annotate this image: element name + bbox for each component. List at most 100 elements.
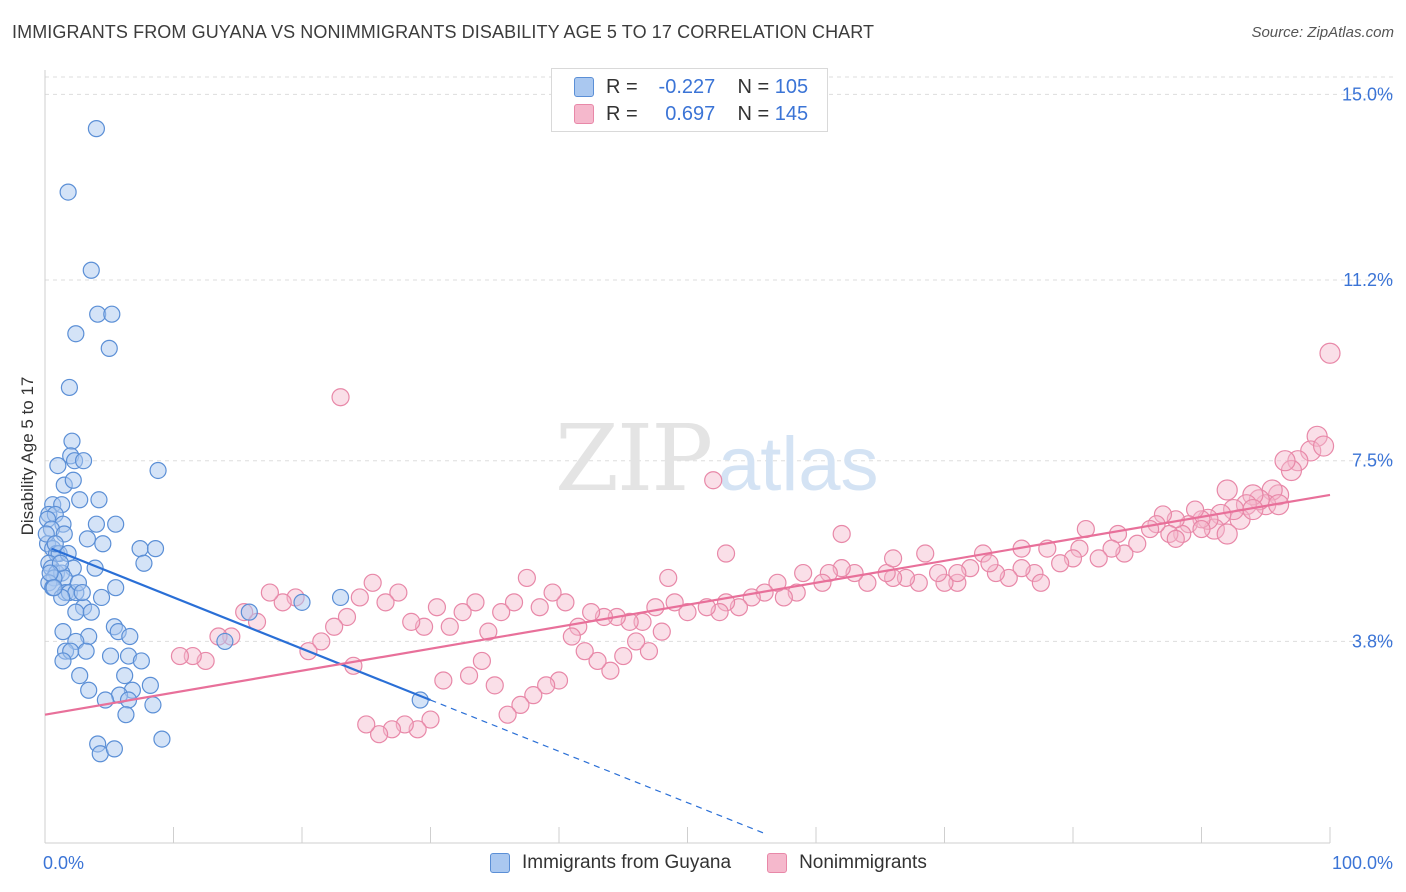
nonimmigrant-point-65	[678, 603, 697, 622]
legend-n-label: N =	[737, 102, 770, 125]
nonimmigrant-point-118	[498, 705, 517, 724]
nonimmigrant-point-78	[517, 568, 536, 588]
y-axis-title: Disability Age 5 to 17	[18, 377, 37, 536]
nonimmigrant-point-30	[1089, 549, 1108, 568]
nonimmigrant-point-73	[582, 603, 601, 622]
nonimmigrant-trend-line	[44, 493, 1331, 716]
watermark-atlas: atlas	[718, 422, 879, 507]
nonimmigrant-point-5	[1274, 450, 1296, 472]
guyana-point-26	[87, 515, 106, 533]
nonimmigrant-point-108	[626, 632, 646, 651]
nonimmigrant-point-133	[832, 524, 851, 544]
guyana-point-66	[101, 647, 120, 665]
nonimmigrant-point-26	[1128, 534, 1147, 553]
nonimmigrant-point-111	[588, 651, 607, 671]
guyana-point-4	[103, 305, 121, 323]
legend-r-label: R =	[606, 102, 638, 125]
guyana-point-7	[60, 378, 79, 397]
watermark-zip: ZIP	[555, 405, 711, 512]
guyana-point-88	[41, 564, 59, 582]
nonimmigrant-point-135	[948, 563, 967, 583]
guyana-point-10	[49, 456, 67, 475]
nonimmigrant-point-76	[543, 583, 562, 602]
guyana-point-49	[107, 579, 125, 597]
guyana-point-65	[77, 642, 95, 660]
guyana-point-29	[94, 535, 112, 553]
guyana-point-74	[80, 681, 98, 699]
nonimmigrant-point-107	[639, 642, 659, 661]
guyana-point-95	[73, 583, 91, 602]
nonimmigrant-point-68	[646, 598, 665, 617]
guyana-point-86	[46, 535, 64, 553]
guyana-point-19	[90, 491, 108, 509]
source-label: Source: ZipAtlas.com	[1251, 24, 1394, 41]
nonimmigrant-point-110	[601, 661, 620, 680]
guyana-point-60	[121, 627, 139, 646]
nonimmigrant-point-140	[1192, 519, 1211, 539]
guyana-point-80	[117, 706, 135, 724]
nonimmigrant-point-117	[511, 695, 530, 715]
guyana-point-54	[293, 593, 311, 611]
nonimmigrant-point-0	[1319, 342, 1341, 364]
nonimmigrant-point-122	[434, 671, 453, 690]
y-tick-label-2: 11.2%	[1343, 270, 1393, 290]
series-legend: Immigrants from Guyana Nonimmigrants	[490, 852, 963, 874]
nonimmigrant-point-55	[794, 563, 813, 583]
legend-r-label: R =	[606, 75, 638, 98]
nonimmigrant-point-84	[440, 617, 459, 636]
legend-n-value: 145	[774, 102, 809, 125]
nonimmigrant-point-94	[312, 632, 331, 651]
nonimmigrant-point-45	[916, 544, 935, 563]
guyana-point-0	[87, 120, 106, 138]
nonimmigrant-point-116	[524, 686, 543, 705]
legend-r-value: -0.227	[658, 75, 716, 98]
watermark: ZIP atlas	[555, 405, 879, 512]
nonimmigrant-point-75	[556, 593, 575, 612]
guyana-point-57	[54, 623, 72, 641]
nonimmigrant-point-91	[350, 588, 369, 607]
nonimmigrant-point-80	[492, 603, 511, 622]
guyana-point-92	[135, 554, 153, 572]
guyana-point-48	[92, 588, 111, 607]
guyana-point-75	[141, 676, 159, 694]
nonimmigrant-point-112	[575, 642, 594, 661]
nonimmigrant-point-32	[1070, 539, 1089, 558]
guyana-trend-extension	[430, 699, 765, 835]
guyana-point-27	[107, 515, 125, 533]
nonimmigrant-point-105	[170, 646, 190, 666]
nonimmigrant-point-42	[948, 573, 967, 592]
nonimmigrant-point-92	[337, 607, 357, 627]
nonimmigrant-point-81	[479, 622, 498, 641]
guyana-point-51	[67, 603, 85, 621]
nonimmigrant-point-29	[1102, 539, 1121, 558]
chart-title: IMMIGRANTS FROM GUYANA VS NONIMMIGRANTS …	[12, 22, 875, 42]
legend-r-value: 0.697	[665, 102, 716, 125]
series-legend-guyana[interactable]: Immigrants from Guyana	[490, 852, 731, 874]
series-legend-nonimmigrants[interactable]: Nonimmigrants	[767, 852, 927, 874]
nonimmigrant-point-90	[363, 573, 382, 592]
guyana-point-15	[64, 471, 82, 489]
nonimmigrant-point-82	[466, 593, 485, 612]
guyana-point-68	[132, 652, 150, 670]
nonimmigrant-point-87	[402, 612, 421, 631]
legend-n-value: 105	[774, 75, 809, 98]
nonimmigrant-point-43	[935, 573, 954, 592]
guyana-point-12	[74, 452, 93, 470]
guyana-point-13	[149, 461, 167, 480]
nonimmigrant-point-104	[183, 646, 202, 666]
nonimmigrant-point-79	[504, 593, 524, 612]
guyana-point-2	[82, 261, 100, 279]
guyana-point-1	[59, 183, 77, 201]
nonimmigrant-point-131	[704, 471, 723, 490]
guyana-point-70	[71, 666, 89, 685]
nonimmigrant-point-89	[376, 593, 395, 612]
series-label-guyana: Immigrants from Guyana	[522, 852, 732, 873]
nonimmigrant-point-139	[1166, 529, 1185, 548]
nonimmigrant-point-58	[768, 573, 787, 592]
legend-n-label: N =	[737, 75, 770, 98]
guyana-point-8	[63, 432, 81, 450]
series-label-nonimmigrants: Nonimmigrants	[799, 852, 927, 873]
nonimmigrant-point-109	[614, 646, 633, 666]
guyana-point-28	[78, 530, 97, 548]
